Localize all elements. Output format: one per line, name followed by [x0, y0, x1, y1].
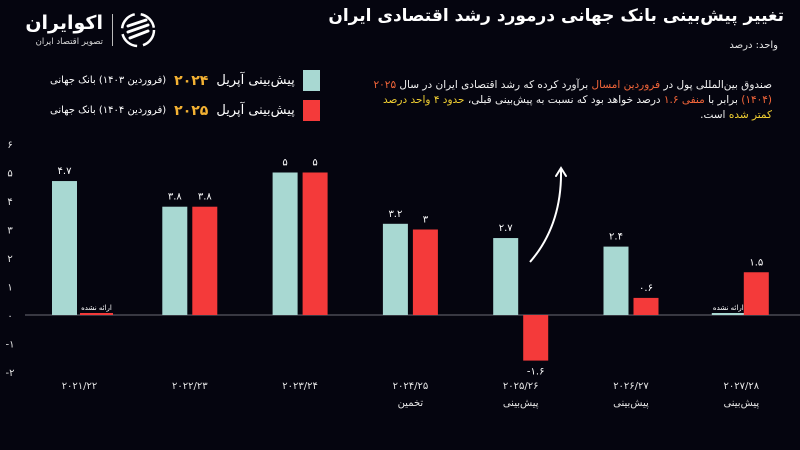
not-provided-label: ارائه نشده [81, 304, 112, 312]
bar-value-label: ۰.۶ [639, 283, 653, 294]
note-highlight: منفی ۱.۶ [663, 94, 705, 106]
note-text: برابر با [704, 94, 742, 106]
bar-value-label: ۳.۲ [388, 209, 402, 220]
bar [192, 206, 218, 315]
legend-item-2025: پیش‌بینی آپریل ۲۰۲۵ (فروردین ۱۴۰۴) بانک … [50, 100, 320, 121]
y-tick-label: ۴ [7, 197, 12, 208]
legend-swatch-2025 [302, 100, 320, 121]
bar-not-provided [80, 313, 113, 315]
y-tick-label: ۲ [7, 254, 12, 265]
x-tick-label: ۲۰۲۳/۲۴ [282, 381, 318, 392]
upward-arrow-icon [529, 169, 563, 263]
bar-value-label: ۳ [423, 215, 429, 226]
bar [162, 206, 188, 315]
x-tick-label: ۲۰۲۵/۲۶ [503, 381, 539, 392]
legend-swatch-2024 [302, 70, 320, 91]
bar-chart: -۲ -۱ ۰ ۱ ۲ ۳ ۴ ۵ ۶ ۴.۷ ارائه نشده ۲۰۲۱/۲۲ ۳.۸ ۳.۸ ۲۰۲… [6, 140, 800, 409]
bar-not-provided [711, 313, 745, 315]
chart-title: تغییر پیش‌بینی بانک جهانی درمورد رشد اقت… [328, 6, 784, 26]
bar [493, 238, 519, 315]
logo-divider [112, 14, 113, 46]
legend-item-2024: پیش‌بینی آپریل ۲۰۲۴ (فروردین ۱۴۰۳) بانک … [50, 70, 320, 91]
x-tick-sublabel: تخمین [398, 398, 424, 409]
note-highlight: حدود ۴ واحد درصد کمتر شده [382, 94, 772, 121]
y-tick-label: ۶ [7, 140, 12, 151]
bar [412, 229, 438, 315]
bar [523, 315, 549, 361]
note-text: برآورد کرده که رشد اقتصادی ایران در سال [396, 79, 592, 91]
legend-prefix: پیش‌بینی آپریل [216, 103, 295, 118]
y-tick-label: ۰ [7, 311, 12, 322]
bar [382, 223, 408, 315]
x-tick-sublabel: پیش‌بینی [503, 398, 539, 409]
note-highlight: ۲۰۲۵ (۱۴۰۴) [373, 79, 772, 106]
bar-value-label: ۲.۷ [499, 223, 514, 234]
y-tick-label: -۲ [6, 368, 15, 379]
x-tick-label: ۲۰۲۶/۲۷ [613, 381, 649, 392]
x-tick-sublabel: پیش‌بینی [613, 398, 649, 409]
ekoiran-logo-icon [120, 12, 156, 48]
bar-value-label: ۴.۷ [58, 166, 73, 177]
y-tick-label: -۱ [6, 340, 15, 351]
legend-suffix: (فروردین ۱۴۰۴) بانک جهانی [50, 105, 167, 116]
x-tick-sublabel: پیش‌بینی [723, 398, 759, 409]
bar [603, 246, 629, 315]
bar [52, 181, 77, 315]
bar [743, 272, 769, 315]
x-tick-label: ۲۰۲۴/۲۵ [393, 381, 429, 392]
bar-value-label: ۱.۵ [749, 257, 763, 268]
bar-value-label: -۱.۶ [527, 367, 545, 378]
x-tick-label: ۲۰۲۷/۲۸ [723, 381, 759, 392]
note-highlight: فروردین امسال [591, 79, 661, 91]
bar [633, 297, 659, 315]
y-tick-label: ۱ [7, 283, 12, 294]
legend-year: ۲۰۲۵ [174, 102, 209, 119]
logo-name: اکوایران [25, 12, 103, 34]
bar-value-label: ۳.۸ [168, 192, 183, 203]
bar-value-label: ۵ [282, 158, 287, 169]
y-tick-label: ۵ [7, 169, 12, 180]
legend-suffix: (فروردین ۱۴۰۳) بانک جهانی [50, 75, 167, 86]
bar [272, 172, 298, 315]
note-text: است. [700, 109, 729, 121]
logo-subtitle: تصویر اقتصاد ایران [35, 37, 103, 47]
legend-prefix: پیش‌بینی آپریل [216, 73, 295, 88]
bar-value-label: ۵ [312, 158, 317, 169]
unit-label: واحد: درصد [729, 40, 778, 51]
note-text: درصد خواهد بود که نسبت به پیش‌بینی قبلی، [464, 94, 664, 106]
x-tick-label: ۲۰۲۲/۲۳ [172, 381, 208, 392]
logo: اکوایران تصویر اقتصاد ایران [8, 6, 156, 48]
arrow-head-icon [555, 166, 567, 177]
annotation-note: صندوق بین‌المللی پول در فروردین امسال بر… [372, 78, 772, 123]
note-text: صندوق بین‌المللی پول در [660, 79, 772, 91]
x-tick-label: ۲۰۲۱/۲۲ [62, 381, 98, 392]
bar-value-label: ۲.۴ [609, 232, 623, 243]
bar [302, 172, 328, 315]
bar-value-label: ۳.۸ [198, 192, 213, 203]
not-provided-label: ارائه نشده [713, 304, 744, 312]
legend-year: ۲۰۲۴ [174, 72, 209, 89]
y-tick-label: ۳ [7, 226, 13, 237]
